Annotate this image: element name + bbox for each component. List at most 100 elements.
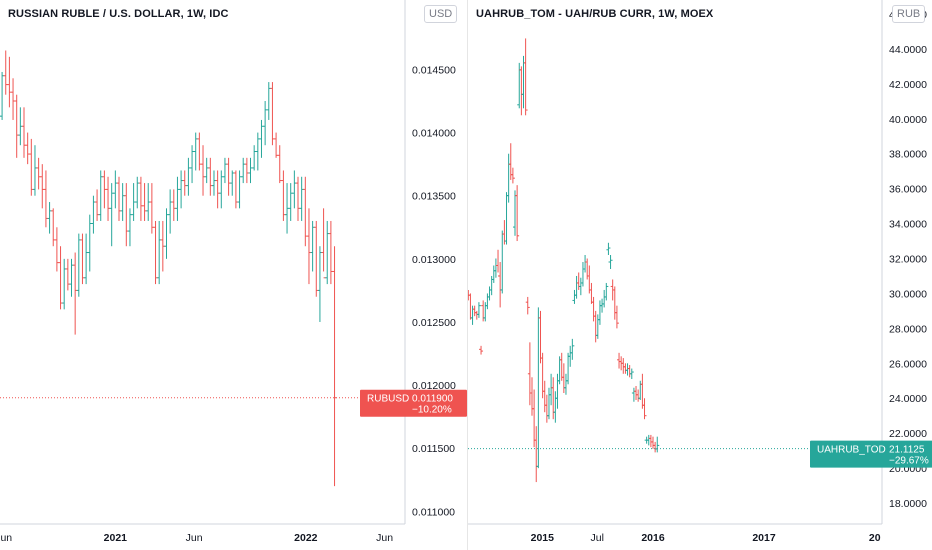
ohlc-bar	[513, 190, 518, 236]
ohlc-bar	[186, 157, 191, 196]
rubusd-chart-canvas[interactable]: 0.011000 0.011500 0.012000 0.012500 0.013000…	[0, 0, 467, 550]
ohlc-bar	[479, 345, 484, 355]
x-tick-label: 2016	[641, 532, 665, 544]
ohlc-bar	[0, 71, 5, 120]
ohlc-bar	[568, 345, 573, 367]
chart-title-uahrub: UAHRUB_TOM - UAH/RUB CURR, 1W, MOEX	[476, 8, 714, 20]
ohlc-bar	[515, 185, 520, 242]
ohlc-bar	[3, 50, 8, 95]
ohlc-bar	[18, 107, 23, 146]
ohlc-bar	[597, 300, 602, 325]
ohlc-bar	[168, 189, 173, 234]
currency-label-rub[interactable]: RUB	[892, 5, 926, 23]
ohlc-bar	[14, 94, 19, 158]
ohlc-bar	[555, 373, 560, 409]
ohlc-bar	[506, 153, 511, 203]
ohlc-bar	[98, 170, 103, 221]
ohlc-bar	[11, 78, 16, 120]
ohlc-bar	[621, 358, 626, 374]
ohlc-bar	[288, 183, 293, 221]
ohlc-bar	[25, 132, 30, 165]
x-tick-label: 2017	[752, 532, 776, 544]
ohlc-bar	[36, 157, 41, 190]
ohlc-bar	[106, 176, 111, 221]
chart-title-rubusd: RUSSIAN RUBLE / U.S. DOLLAR, 1W, IDC	[8, 8, 229, 20]
ohlc-bar	[600, 298, 605, 313]
ohlc-bar	[281, 170, 286, 221]
ohlc-bar	[638, 380, 643, 400]
ohlc-bar	[160, 220, 165, 272]
badge-symbol: UAHRUB_TOD	[817, 445, 886, 456]
ohlc-bar	[608, 255, 613, 269]
ohlc-bar	[587, 265, 592, 294]
x-tick-label: Jul	[590, 532, 603, 544]
ohlc-bar	[32, 145, 37, 196]
ohlc-bar	[285, 183, 290, 234]
ohlc-bar	[640, 373, 645, 409]
y-tick-label: 0.013500	[412, 191, 456, 203]
ohlc-bar	[627, 365, 632, 378]
ohlc-bar	[306, 208, 311, 285]
ohlc-bar	[208, 157, 213, 196]
ohlc-bar	[612, 286, 617, 320]
ohlc-bar	[534, 426, 539, 483]
y-tick-label: 34.0000	[889, 219, 927, 231]
x-tick-label: Jun	[376, 532, 393, 544]
ohlc-bar	[84, 233, 89, 285]
ohlc-bar	[551, 377, 556, 420]
y-tick-label: 28.0000	[889, 323, 927, 335]
y-tick-label: 32.0000	[889, 254, 927, 266]
y-tick-label: 0.012500	[412, 317, 456, 329]
y-tick-label: 30.0000	[889, 288, 927, 300]
ohlc-bar	[589, 282, 594, 304]
ohlc-bar	[500, 230, 505, 294]
chart-panel-rubusd[interactable]: 0.011000 0.011500 0.012000 0.012500 0.013000…	[0, 0, 467, 550]
y-tick-label: 22.0000	[889, 428, 927, 440]
ohlc-bar	[204, 157, 209, 184]
ohlc-bar	[487, 286, 492, 301]
ohlc-bar	[263, 101, 268, 146]
ohlc-bar	[472, 305, 477, 317]
ohlc-bar	[226, 157, 231, 196]
ohlc-bar	[476, 302, 481, 318]
ohlc-bar	[519, 66, 524, 116]
ohlc-bar	[580, 262, 585, 287]
ohlc-bar	[153, 220, 158, 285]
ohlc-bar	[491, 265, 496, 283]
ohlc-bar	[602, 289, 607, 308]
ohlc-bar	[496, 249, 501, 277]
ohlc-bar	[549, 373, 554, 406]
y-tick-label: 44.0000	[889, 44, 927, 56]
ohlc-bar	[292, 170, 297, 209]
ohlc-bar	[310, 220, 315, 272]
x-tick-label: Jun	[186, 532, 203, 544]
ohlc-bar	[109, 183, 114, 247]
ohlc-bar	[241, 157, 246, 184]
ohlc-bar	[51, 208, 56, 247]
chart-panel-uahrub[interactable]: 18.0000 20.0000 22.0000 24.0000 26.0000 28.00…	[467, 0, 932, 550]
y-tick-label: 40.0000	[889, 114, 927, 126]
ohlc-bar	[623, 363, 628, 374]
ohlc-bar	[138, 176, 143, 221]
ohlc-bar	[321, 208, 326, 279]
ohlc-bar	[629, 368, 634, 380]
ohlc-bar	[631, 387, 636, 402]
ohlc-bar	[113, 170, 118, 209]
currency-label-usd[interactable]: USD	[424, 5, 458, 23]
y-tick-label: 0.014500	[412, 64, 456, 76]
uahrub-chart-canvas[interactable]: 18.000020.000022.000024.000026.000028.00…	[468, 0, 932, 550]
ohlc-bar	[127, 208, 132, 247]
ohlc-bar	[277, 145, 282, 184]
ohlc-bar	[164, 208, 169, 259]
ohlc-bar	[328, 220, 333, 285]
ohlc-bar	[470, 305, 475, 325]
ohlc-bar	[69, 258, 74, 297]
ohlc-bar	[614, 305, 619, 329]
ohlc-bar	[296, 176, 301, 221]
ohlc-bar	[317, 246, 322, 322]
badge-change: −10.20%	[412, 405, 452, 416]
ohlc-bar	[574, 275, 579, 299]
y-tick-label: 0.013000	[412, 254, 456, 266]
ohlc-bar	[655, 436, 660, 453]
ohlc-bar	[135, 176, 140, 209]
